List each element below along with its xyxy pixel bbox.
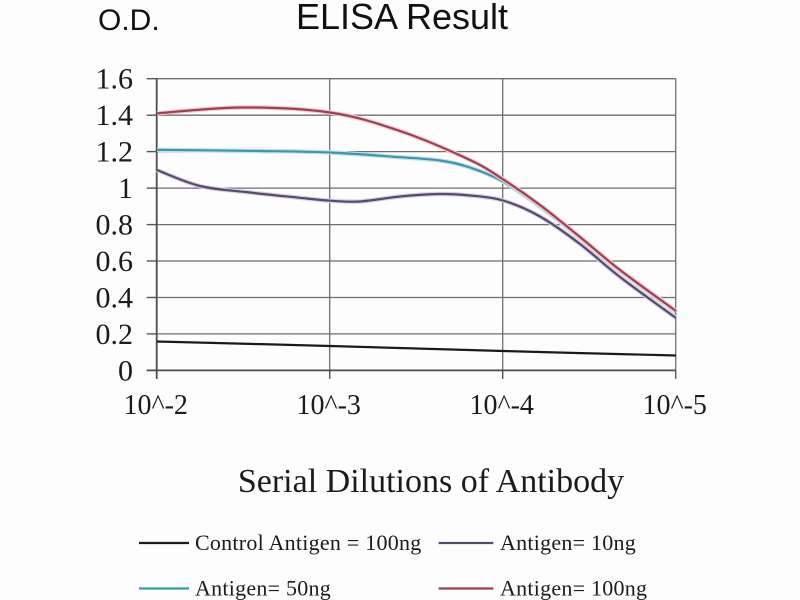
svg-text:O.D.: O.D. (98, 4, 160, 37)
svg-text:10^-5: 10^-5 (642, 390, 706, 421)
svg-text:0: 0 (118, 354, 133, 387)
svg-text:Serial Dilutions of Antibody: Serial Dilutions of Antibody (238, 463, 624, 500)
svg-text:0.2: 0.2 (96, 318, 134, 351)
svg-text:1.4: 1.4 (96, 99, 134, 132)
svg-text:1: 1 (118, 172, 133, 205)
svg-text:10^-4: 10^-4 (469, 390, 533, 421)
svg-text:0.6: 0.6 (96, 245, 134, 278)
svg-text:10^-2: 10^-2 (123, 390, 187, 421)
svg-text:Control Antigen = 100ng: Control Antigen = 100ng (195, 530, 422, 555)
svg-text:ELISA Result: ELISA Result (296, 0, 508, 37)
svg-text:1.6: 1.6 (96, 63, 134, 96)
svg-text:1.2: 1.2 (96, 136, 134, 169)
svg-text:0.8: 0.8 (96, 209, 134, 242)
svg-text:Antigen= 50ng: Antigen= 50ng (195, 576, 331, 600)
svg-text:0.4: 0.4 (96, 282, 134, 315)
svg-text:Antigen= 10ng: Antigen= 10ng (500, 530, 636, 555)
svg-text:10^-3: 10^-3 (296, 390, 360, 421)
svg-text:Antigen= 100ng: Antigen= 100ng (500, 576, 647, 600)
